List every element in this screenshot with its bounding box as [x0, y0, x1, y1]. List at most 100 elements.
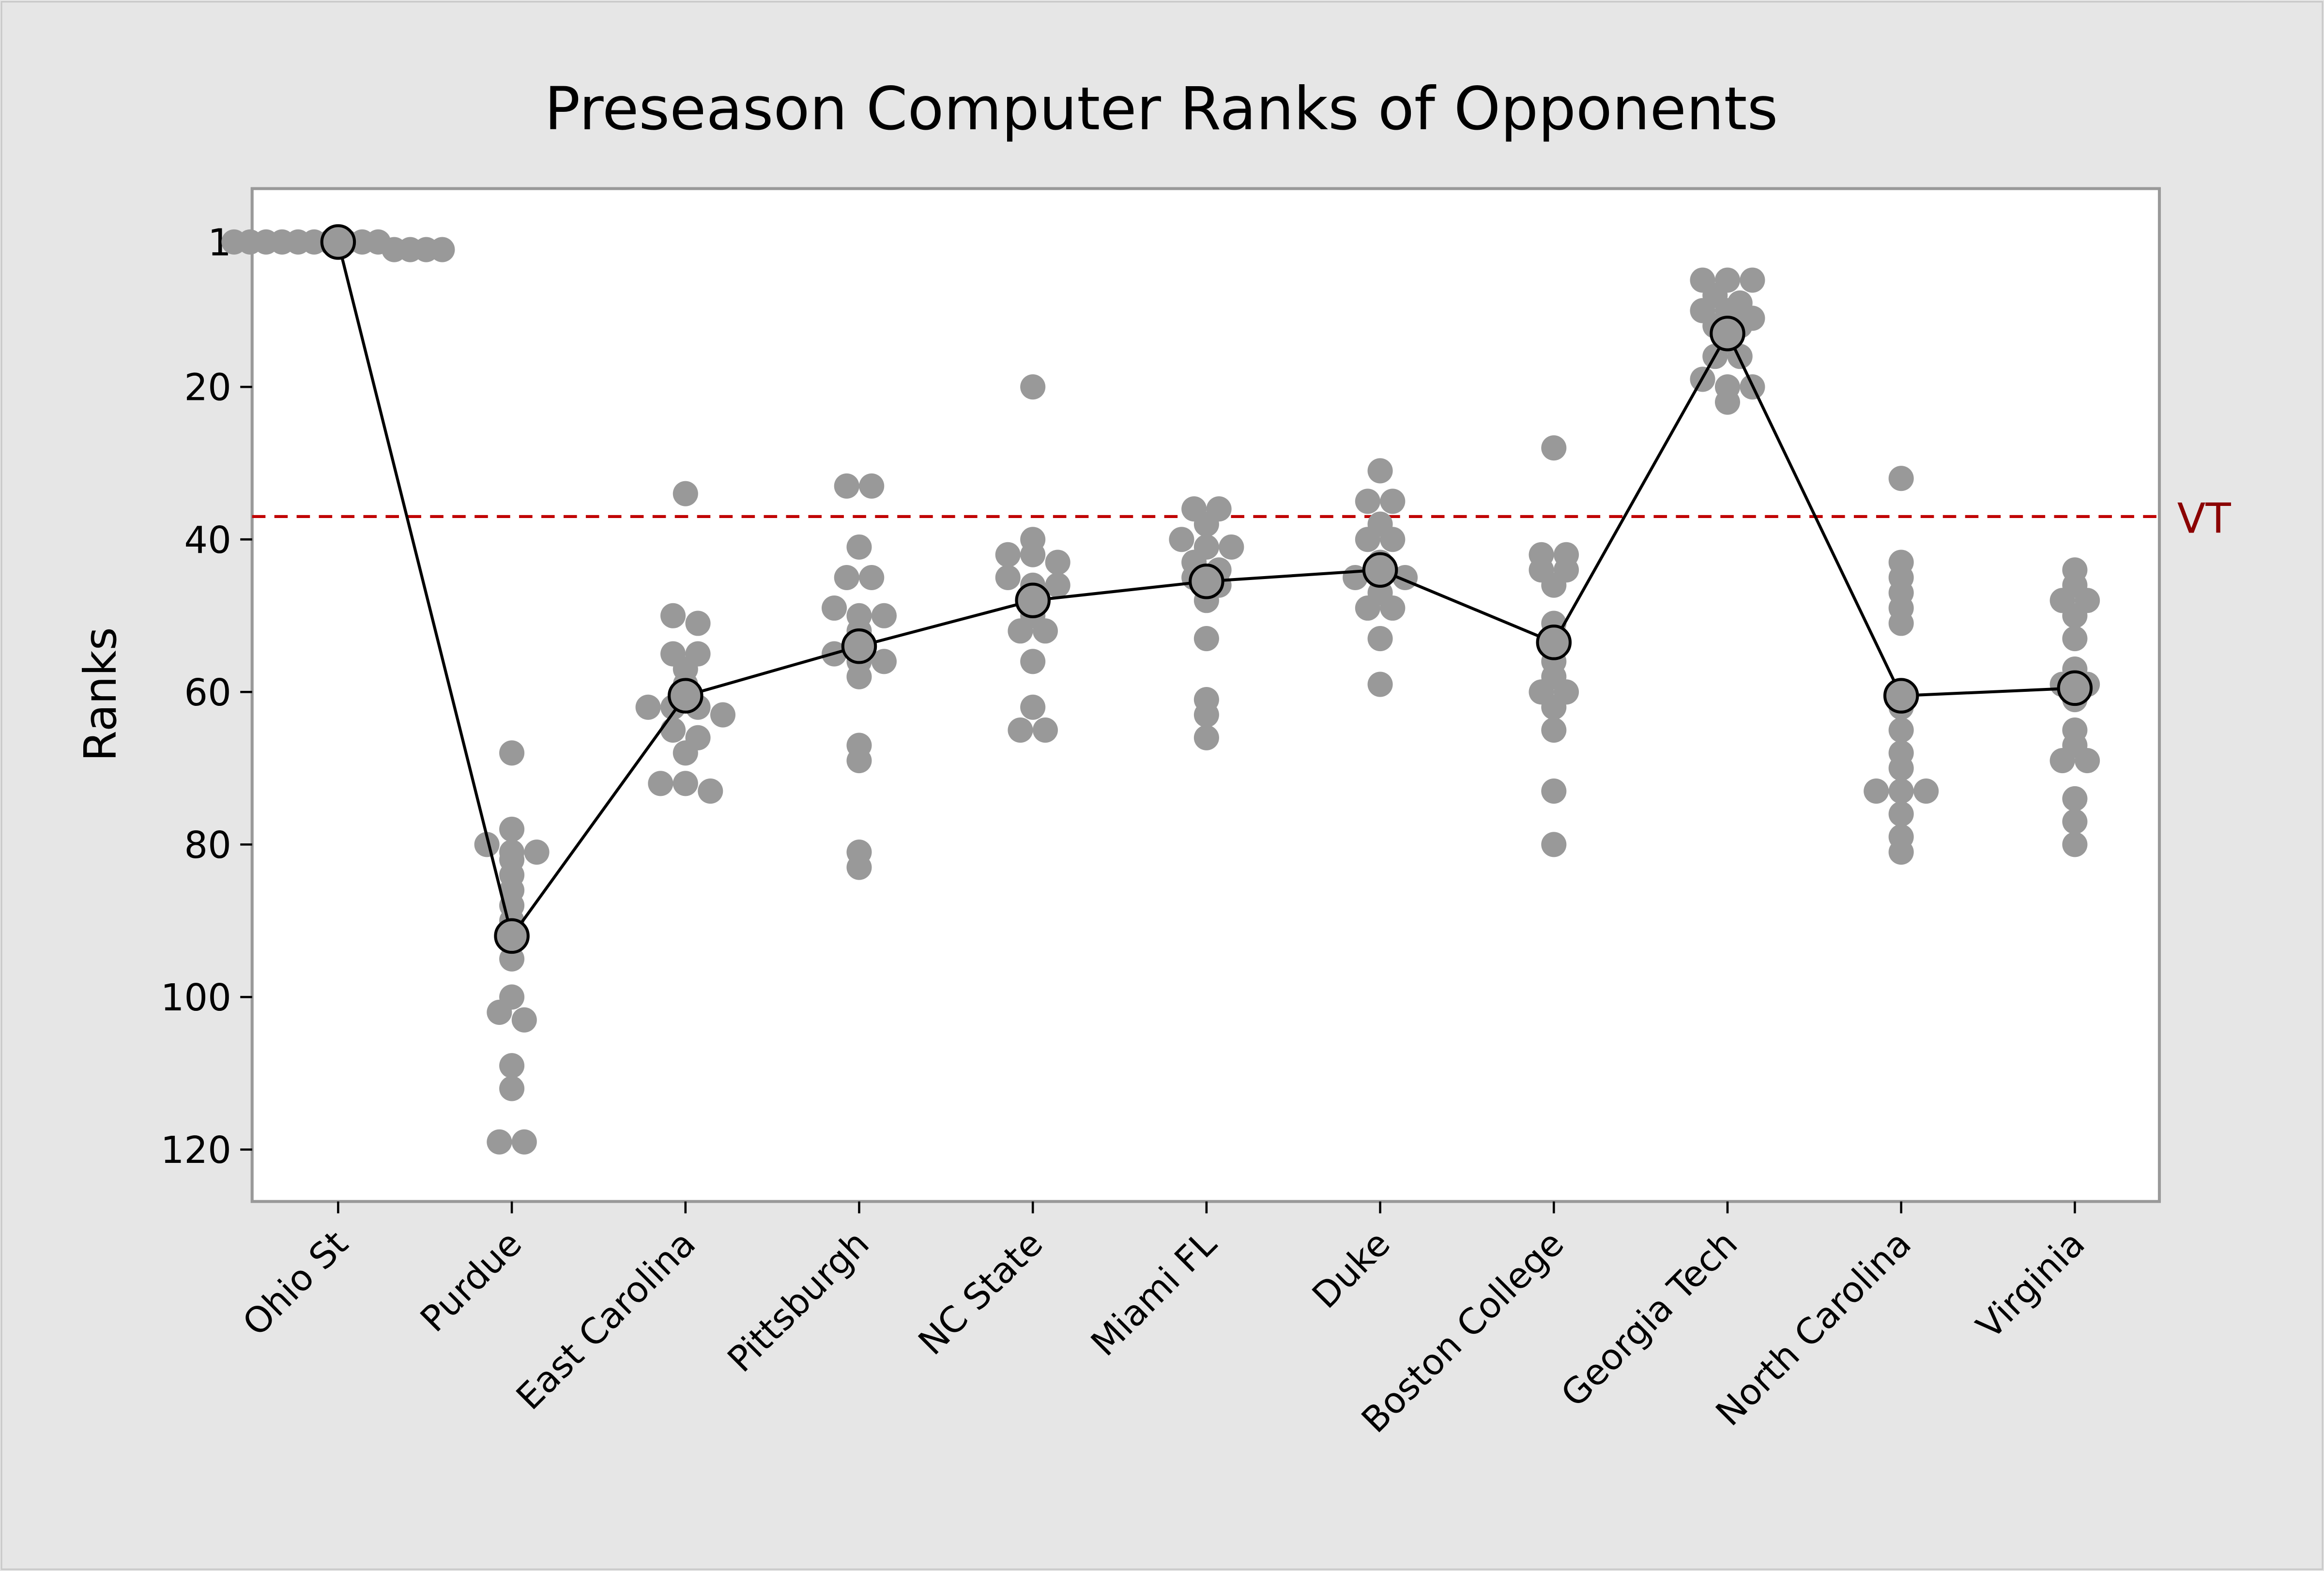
data-point: [1045, 572, 1070, 598]
data-point: [1541, 717, 1567, 743]
mean-marker: [668, 678, 703, 714]
y-tick-label: 60: [184, 671, 231, 715]
data-point: [2062, 625, 2088, 652]
data-point: [1193, 625, 1219, 652]
data-point: [1888, 755, 1914, 781]
data-point: [822, 595, 847, 621]
data-point: [871, 649, 897, 674]
data-point: [1219, 534, 1244, 560]
data-point: [2049, 748, 2075, 774]
mean-marker: [2057, 670, 2093, 706]
data-point: [499, 816, 525, 842]
data-point: [1380, 527, 1406, 552]
data-point: [1367, 625, 1393, 652]
data-point: [2075, 748, 2100, 774]
data-point: [834, 473, 859, 499]
reference-line-label: VT: [2177, 495, 2232, 543]
data-point: [1888, 610, 1914, 636]
data-point: [2062, 786, 2088, 811]
data-point: [499, 740, 525, 766]
data-point: [846, 748, 872, 774]
data-point: [487, 1129, 512, 1155]
y-tick-label: 80: [184, 824, 231, 867]
data-point: [2062, 809, 2088, 835]
data-point: [1020, 649, 1046, 674]
y-tick-label: 100: [161, 976, 231, 1020]
data-point: [871, 603, 897, 628]
data-point: [1541, 572, 1567, 598]
mean-marker: [1362, 552, 1398, 588]
data-point: [2062, 603, 2088, 628]
data-point: [673, 740, 698, 766]
mean-marker: [1536, 625, 1572, 660]
data-point: [1020, 374, 1046, 400]
mean-marker: [1883, 678, 1919, 714]
data-point: [487, 999, 512, 1025]
data-point: [499, 1053, 525, 1079]
mean-marker: [1710, 316, 1745, 351]
data-point: [1008, 618, 1033, 644]
data-point: [429, 237, 455, 262]
data-point: [1032, 717, 1058, 743]
data-point: [1032, 618, 1058, 644]
data-point: [1169, 527, 1194, 552]
data-point: [685, 610, 711, 636]
data-point: [1541, 694, 1567, 720]
data-point: [511, 1007, 537, 1033]
data-point: [1193, 702, 1219, 728]
data-point: [995, 542, 1021, 567]
data-point: [2062, 832, 2088, 857]
data-point: [846, 854, 872, 880]
data-point: [834, 564, 859, 591]
data-point: [660, 603, 686, 628]
mean-marker: [1189, 564, 1224, 599]
data-point: [698, 778, 723, 804]
mean-marker: [320, 224, 356, 260]
data-point: [859, 564, 885, 591]
data-point: [1888, 717, 1914, 743]
data-point: [673, 771, 698, 796]
y-tick-label: 20: [184, 366, 231, 410]
data-point: [1888, 839, 1914, 865]
data-point: [1541, 435, 1567, 461]
data-point: [635, 694, 661, 720]
data-point: [660, 717, 686, 743]
data-point: [846, 534, 872, 560]
data-point: [1888, 778, 1914, 804]
data-point: [1367, 671, 1393, 697]
data-point: [1541, 832, 1567, 857]
y-axis-label: Ranks: [75, 627, 126, 761]
mean-marker: [841, 628, 877, 664]
data-point: [524, 839, 550, 865]
data-point: [1355, 488, 1380, 514]
chart-title: Preseason Computer Ranks of Opponents: [545, 74, 1778, 143]
data-point: [1020, 542, 1046, 567]
mean-marker: [1015, 582, 1051, 619]
y-tick-label: 120: [161, 1129, 231, 1172]
data-point: [1380, 595, 1406, 621]
data-point: [710, 702, 736, 728]
data-point: [1380, 488, 1406, 514]
data-point: [859, 473, 885, 499]
data-point: [1541, 778, 1567, 804]
data-point: [1888, 466, 1914, 491]
data-point: [846, 664, 872, 689]
data-point: [995, 564, 1021, 591]
data-point: [1864, 778, 1889, 804]
data-point: [1355, 595, 1380, 621]
data-point: [1020, 694, 1046, 720]
data-point: [1888, 801, 1914, 827]
mean-marker: [494, 918, 530, 954]
data-point: [1008, 717, 1033, 743]
data-point: [648, 771, 673, 796]
data-point: [1193, 725, 1219, 750]
data-point: [1045, 549, 1070, 575]
data-point: [1740, 267, 1765, 293]
data-point: [1714, 389, 1741, 415]
data-point: [1913, 778, 1939, 804]
data-point: [1367, 458, 1393, 484]
y-tick-label: 40: [184, 519, 231, 562]
data-point: [1355, 527, 1380, 552]
